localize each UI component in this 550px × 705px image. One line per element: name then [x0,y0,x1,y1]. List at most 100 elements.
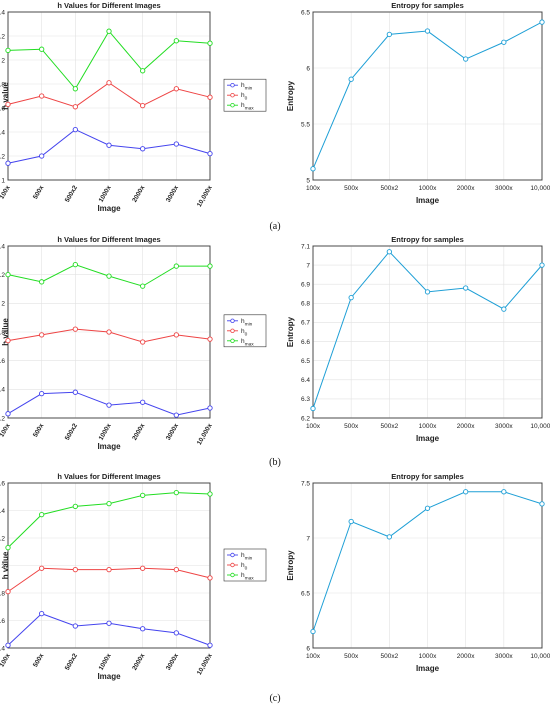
x-tick-label: 3000x [495,185,513,192]
chart-title: h Values for Different Images [57,472,160,481]
y-tick-label: 7.5 [301,480,310,487]
y-tick-label: 6.6 [301,339,310,346]
data-point [5,47,11,54]
plot-frame [312,11,543,181]
x-tick-label: 10,000x [530,423,550,430]
x-tick-label: 100x [0,422,12,438]
x-tick-label: 500x [344,423,359,430]
y-tick-label: 7 [306,262,310,269]
legend-label-base: h [241,328,245,335]
x-tick-label: 100x [306,185,321,192]
data-point [501,39,507,45]
x-tick-label: 10,000x [530,185,550,192]
y-tick-label: 1.4 [0,387,5,394]
x-tick-label: 500x [344,185,359,192]
legend-label-base: h [241,318,245,325]
data-point [539,262,545,268]
panel-a: 1 1.2 1.4 1.6 1.8 2 2.2 2.4 100x 500x 500x2 1000x 20… [0,1,550,232]
data-point [463,285,469,291]
data-point [207,491,213,497]
data-point [5,642,11,648]
data-point [386,249,392,255]
x-axis-label: Image [97,442,121,451]
x-tick-label: 500x2 [64,184,79,203]
data-point [173,332,179,338]
y-axis-label: h value [1,82,10,110]
x-tick-label: 500x2 [380,423,398,430]
chart-title: Entropy for samples [391,472,464,481]
x-tick-label: 100x [0,184,12,200]
x-tick-label: 2000x [457,185,475,192]
data-point [140,626,146,632]
legend-swatch-marker [230,82,235,88]
legend-label-base: h [241,92,245,99]
data-point [140,339,146,345]
data-point [140,492,146,499]
data-point [72,503,78,510]
y-tick-label: 2.4 [0,508,5,515]
legend-label: hmax [241,572,254,582]
x-axis-label: Image [97,204,121,213]
data-point [539,501,545,507]
y-tick-label: 1.8 [0,329,5,336]
x-tick-label: 3000x [495,653,513,660]
x-tick-label: 3000x [165,652,180,671]
data-point [424,289,431,295]
x-tick-label: 100x [306,423,321,430]
x-axis-label: Image [97,672,121,681]
y-tick-label: 2 [1,563,5,570]
legend-label-sub: 0 [245,331,248,337]
data-point [539,19,545,25]
data-point [72,566,78,573]
legend-label-sub: 0 [245,96,248,102]
chart-title: h Values for Different Images [57,235,160,244]
y-tick-label: 6.5 [301,358,310,365]
data-point [106,329,112,335]
legend-label-sub: max [245,577,255,582]
data-point [173,489,179,496]
x-tick-label: 3000x [165,422,180,441]
x-tick-label: 10,000x [196,422,214,446]
data-point [72,326,78,332]
x-tick-label: 500x2 [64,422,79,441]
y-tick-label: 2 [1,57,5,64]
data-point [501,489,507,495]
y-tick-label: 6.5 [301,9,310,16]
data-point [424,505,431,511]
y-tick-label: 6 [306,65,310,72]
data-point [173,412,179,418]
x-tick-label: 2000x [131,184,146,203]
legend-label: hmin [241,318,253,328]
legend-label: hmax [241,338,254,348]
data-point [140,565,146,571]
y-tick-label: 2.2 [0,33,5,40]
data-point [39,153,45,159]
plot-frame [7,482,211,649]
y-tick-label: 6.9 [301,282,310,289]
panel-caption: (c) [269,693,280,704]
data-point [39,565,45,571]
data-point [310,405,316,412]
x-axis-label: Image [416,434,440,443]
plot-frame [7,245,211,419]
data-point [348,294,354,301]
data-point [463,489,469,495]
legend-swatch-marker [230,318,235,323]
x-tick-label: 500x [32,422,45,438]
data-point [72,86,78,92]
x-tick-label: 1000x [419,653,437,660]
y-tick-label: 5.5 [301,121,310,128]
y-axis-label: Entropy [286,550,295,581]
data-point [5,411,11,417]
data-point [39,279,45,285]
y-tick-label: 1.6 [0,105,5,112]
y-tick-label: 1.6 [0,618,5,625]
data-point [106,273,112,279]
data-point [173,141,179,147]
y-axis-label: h value [1,551,10,579]
legend-label-sub: max [245,342,255,347]
x-tick-label: 3000x [495,423,513,430]
legend-swatch-marker [230,552,235,558]
data-point [39,610,45,617]
